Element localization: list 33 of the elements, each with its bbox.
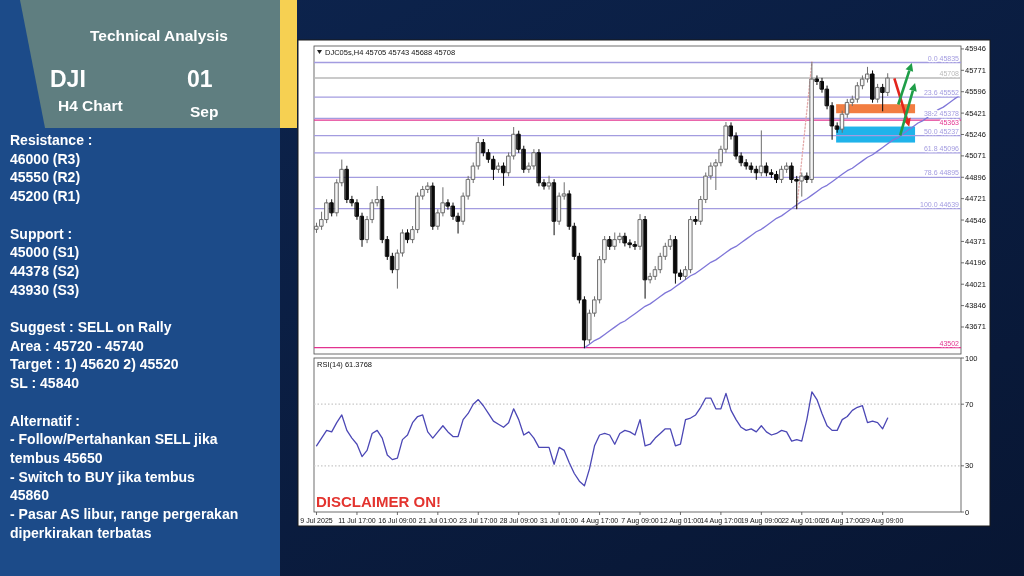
candlestick [547,175,552,190]
candlestick [875,83,880,103]
candlestick [430,182,435,230]
candlestick [638,214,643,250]
text: Sep [190,103,219,120]
text: Technical Analysis [90,27,228,44]
candlestick [552,179,557,236]
candlestick [809,62,814,184]
candlestick [531,149,536,170]
candlestick [880,83,885,112]
line-series [583,95,960,349]
candlestick [804,172,809,184]
line-series [315,391,889,487]
text: Resistance : 46000 (R3) 45550 (R2) 45200 (R1) [10,132,93,205]
candlestick [607,236,612,250]
candlestick [405,229,410,244]
text: 01 [187,66,213,92]
text: Suggest : SELL on Rally Area : 45720 - 45740 Target : 1) 45620 2) 45520 SL : 45840 [10,319,179,392]
candlestick [885,73,890,96]
candlestick [759,130,764,177]
candlestick [870,70,875,103]
text: Alternatif : - Follow/Pertahankan SELL jika tembus 45650 - Switch to BUY jika tembus 45860 - Pasar AS libur, range pergerakan diperkirakan terbatas [10,412,239,541]
text: Support : 45000 (S1) 44378 (S2) 43930 (S3) [10,225,80,298]
candlestick [799,172,804,197]
candlestick [496,162,501,173]
candlestick [632,241,637,250]
candlestick [501,162,506,186]
annotation: DISCLAIMER ON! [316,493,441,510]
text: H4 Chart [58,97,123,114]
candlestick [693,216,698,225]
candlestick [643,216,648,299]
text: DJI [50,66,86,92]
candlestick [329,199,334,217]
